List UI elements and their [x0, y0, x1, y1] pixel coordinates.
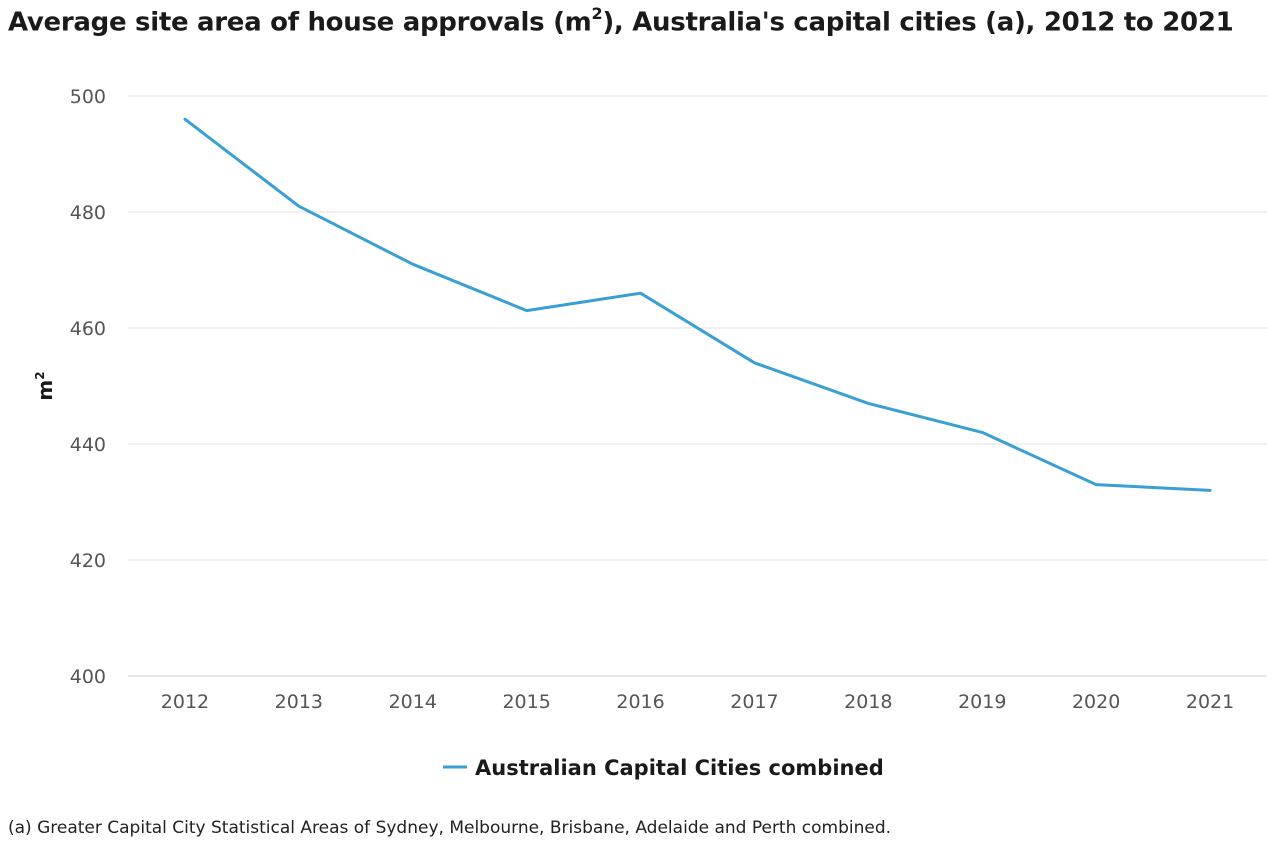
series-line[interactable] [183, 117, 1212, 492]
y-tick-label: 420 [70, 550, 106, 572]
x-tick-label: 2013 [275, 691, 323, 713]
x-axis-ticks: 2012 2013 2014 2015 2016 2017 2018 2019 2020 2021 [161, 691, 1234, 713]
data-point-2014[interactable] [409, 260, 417, 268]
data-point-2018[interactable] [864, 399, 872, 407]
y-tick-label: 400 [70, 666, 106, 688]
x-tick-label: 2019 [958, 691, 1006, 713]
x-tick-label: 2021 [1186, 691, 1234, 713]
y-tick-label: 460 [70, 318, 106, 340]
x-tick-label: 2014 [389, 691, 437, 713]
x-tick-label: 2012 [161, 691, 209, 713]
y-tick-label: 440 [70, 434, 106, 456]
y-tick-label: 480 [70, 202, 106, 224]
data-point-2012[interactable] [181, 115, 189, 123]
x-tick-label: 2017 [730, 691, 778, 713]
grid-lines [128, 95, 1267, 677]
data-point-2015[interactable] [523, 307, 531, 315]
y-axis-ticks: 400 420 440 460 480 500 [70, 86, 106, 688]
data-point-2013[interactable] [295, 202, 303, 210]
data-point-2016[interactable] [637, 289, 645, 297]
data-point-2020[interactable] [1092, 481, 1100, 489]
data-point-2021[interactable] [1206, 486, 1214, 494]
x-tick-label: 2016 [616, 691, 664, 713]
data-point-2019[interactable] [978, 428, 986, 436]
y-axis-label-sup: 2 [33, 371, 47, 379]
y-tick-label: 500 [70, 86, 106, 108]
legend-label: Australian Capital Cities combined [475, 756, 884, 780]
x-tick-label: 2015 [502, 691, 550, 713]
series-group [181, 115, 1214, 494]
legend[interactable]: Australian Capital Cities combined [443, 756, 884, 780]
x-tick-label: 2020 [1072, 691, 1120, 713]
x-tick-label: 2018 [844, 691, 892, 713]
data-point-2017[interactable] [750, 359, 758, 367]
y-axis-label: m2 [33, 371, 57, 400]
chart-title: Average site area of house approvals (m2… [8, 4, 1234, 38]
footnote: (a) Greater Capital City Statistical Are… [8, 818, 892, 838]
